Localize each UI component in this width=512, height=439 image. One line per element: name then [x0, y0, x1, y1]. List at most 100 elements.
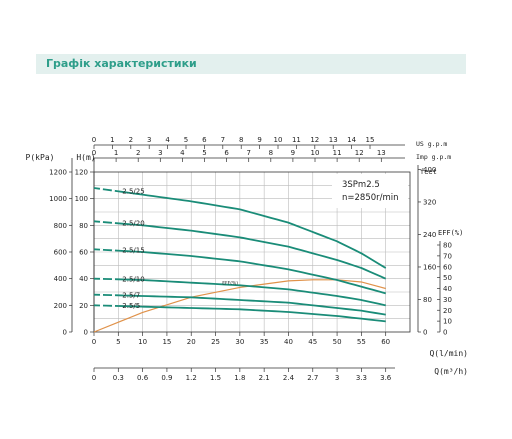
feet-tick-label: 240: [423, 231, 436, 239]
curve-2-5-15: [93, 248, 386, 295]
us-gpm-tick-label: 12: [310, 136, 319, 144]
p-axis-label: P(kPa): [26, 153, 55, 162]
imp-gpm-tick-label: 12: [355, 149, 364, 157]
us-gpm-tick-label: 14: [347, 136, 356, 144]
imp-gpm-tick-label: 2: [136, 149, 140, 157]
speed-label: n=2850r/min: [342, 193, 399, 203]
eff-tick-label: 70: [443, 252, 452, 260]
chart-axes: [69, 144, 441, 372]
eff-tick-label: 0: [443, 329, 447, 337]
q-lmin-tick-label: 5: [116, 338, 120, 346]
q-m3h-tick-label: 3.3: [356, 374, 367, 382]
imp-gpm-tick-label: 3: [158, 149, 162, 157]
p-tick-label: 800: [54, 222, 67, 230]
q-m3h-tick-label: 0.3: [113, 374, 124, 382]
p-tick-label: 1000: [49, 195, 67, 203]
q-m3h-axis-label: Q(m³/h): [434, 367, 468, 376]
h-tick-label: 20: [79, 302, 88, 310]
q-m3h-tick-label: 1.2: [186, 374, 197, 382]
series-label: 2.5/25: [122, 187, 144, 195]
chart-labels: 020406080100120020040060080010001200P(kP…: [26, 136, 468, 382]
q-lmin-axis-label: Q(l/min): [429, 349, 468, 358]
feet-tick-label: 0: [423, 329, 427, 337]
feet-axis-label: feet: [420, 168, 437, 176]
header-bar: Графік характеристики: [36, 54, 466, 74]
p-tick-label: 0: [63, 329, 67, 337]
curve-2-5-5: [93, 304, 386, 323]
curve-dash-mask: [93, 304, 119, 308]
series-label: 2.5/7: [122, 291, 140, 299]
imp-gpm-tick-label: 9: [291, 149, 295, 157]
h-tick-label: 40: [79, 275, 88, 283]
us-gpm-tick-label: 6: [202, 136, 207, 144]
feet-tick-label: 80: [423, 296, 432, 304]
eff-tick-label: 50: [443, 274, 452, 282]
q-lmin-tick-label: 30: [235, 338, 244, 346]
q-m3h-tick-label: 1.8: [234, 374, 245, 382]
curve-dash-mask: [93, 293, 119, 297]
eff-tick-label: 80: [443, 242, 452, 250]
header-title: Графік характеристики: [46, 57, 197, 70]
series-label: 2.5/5: [122, 302, 140, 310]
us-gpm-tick-label: 1: [110, 136, 114, 144]
q-m3h-tick-label: 1.5: [210, 374, 221, 382]
p-tick-label: 400: [54, 275, 67, 283]
q-lmin-tick-label: 40: [284, 338, 293, 346]
q-lmin-tick-label: 0: [92, 338, 96, 346]
q-lmin-tick-label: 35: [260, 338, 269, 346]
q-m3h-tick-label: 2.7: [307, 374, 318, 382]
us-gpm-tick-label: 15: [366, 136, 375, 144]
q-m3h-tick-label: 3.6: [380, 374, 392, 382]
us-gpm-tick-label: 3: [147, 136, 151, 144]
p-tick-label: 200: [54, 302, 67, 310]
q-m3h-tick-label: 2.4: [283, 374, 295, 382]
imp-gpm-tick-label: 13: [377, 149, 386, 157]
eff-axis-label: EFF(%): [438, 229, 463, 237]
curve-dash-mask: [93, 220, 119, 225]
curve-2-5-10: [93, 277, 386, 307]
curve-2-5-7: [93, 293, 386, 316]
eff-tick-label: 30: [443, 296, 452, 304]
q-m3h-tick-label: 3: [335, 374, 339, 382]
imp-gpm-tick-label: 8: [269, 149, 273, 157]
q-lmin-tick-label: 10: [138, 338, 147, 346]
h-tick-label: 80: [79, 222, 88, 230]
q-lmin-tick-label: 60: [381, 338, 390, 346]
curve-dash-mask: [93, 277, 119, 281]
q-lmin-tick-label: 20: [187, 338, 196, 346]
us-gpm-tick-label: 11: [292, 136, 301, 144]
imp-gpm-tick-label: 4: [180, 149, 185, 157]
imp-gpm-axis-label: Imp g.p.m: [416, 153, 451, 161]
us-gpm-tick-label: 9: [257, 136, 261, 144]
curve-2-5-25: [93, 187, 387, 269]
q-lmin-tick-label: 55: [357, 338, 366, 346]
us-gpm-tick-label: 13: [329, 136, 338, 144]
feet-tick-label: 400: [423, 166, 436, 174]
imp-gpm-tick-label: 11: [333, 149, 342, 157]
imp-gpm-tick-label: 0: [92, 149, 96, 157]
us-gpm-tick-label: 7: [221, 136, 225, 144]
chart-curves: [93, 186, 387, 333]
us-gpm-tick-label: 2: [129, 136, 133, 144]
series-label: 2.5/10: [122, 275, 144, 283]
q-lmin-tick-label: 45: [308, 338, 317, 346]
q-lmin-tick-label: 15: [162, 338, 171, 346]
p-tick-label: 600: [54, 249, 67, 257]
feet-tick-label: 160: [423, 263, 436, 271]
q-m3h-tick-label: 2.1: [259, 374, 270, 382]
us-gpm-tick-label: 0: [92, 136, 96, 144]
us-gpm-tick-label: 8: [239, 136, 243, 144]
model-label: 3SPm2.5: [342, 180, 380, 190]
p-tick-label: 1200: [49, 169, 67, 177]
us-gpm-axis-label: US g.p.m: [416, 140, 447, 148]
eff-tick-label: 60: [443, 263, 452, 271]
feet-tick-label: 320: [423, 198, 436, 206]
q-lmin-tick-label: 25: [211, 338, 220, 346]
imp-gpm-tick-label: 10: [311, 149, 320, 157]
imp-gpm-tick-label: 6: [224, 149, 229, 157]
q-m3h-tick-label: 0.6: [137, 374, 149, 382]
model-label-box: [332, 174, 408, 208]
imp-gpm-tick-label: 1: [114, 149, 118, 157]
series-label: 2.5/15: [122, 247, 144, 255]
